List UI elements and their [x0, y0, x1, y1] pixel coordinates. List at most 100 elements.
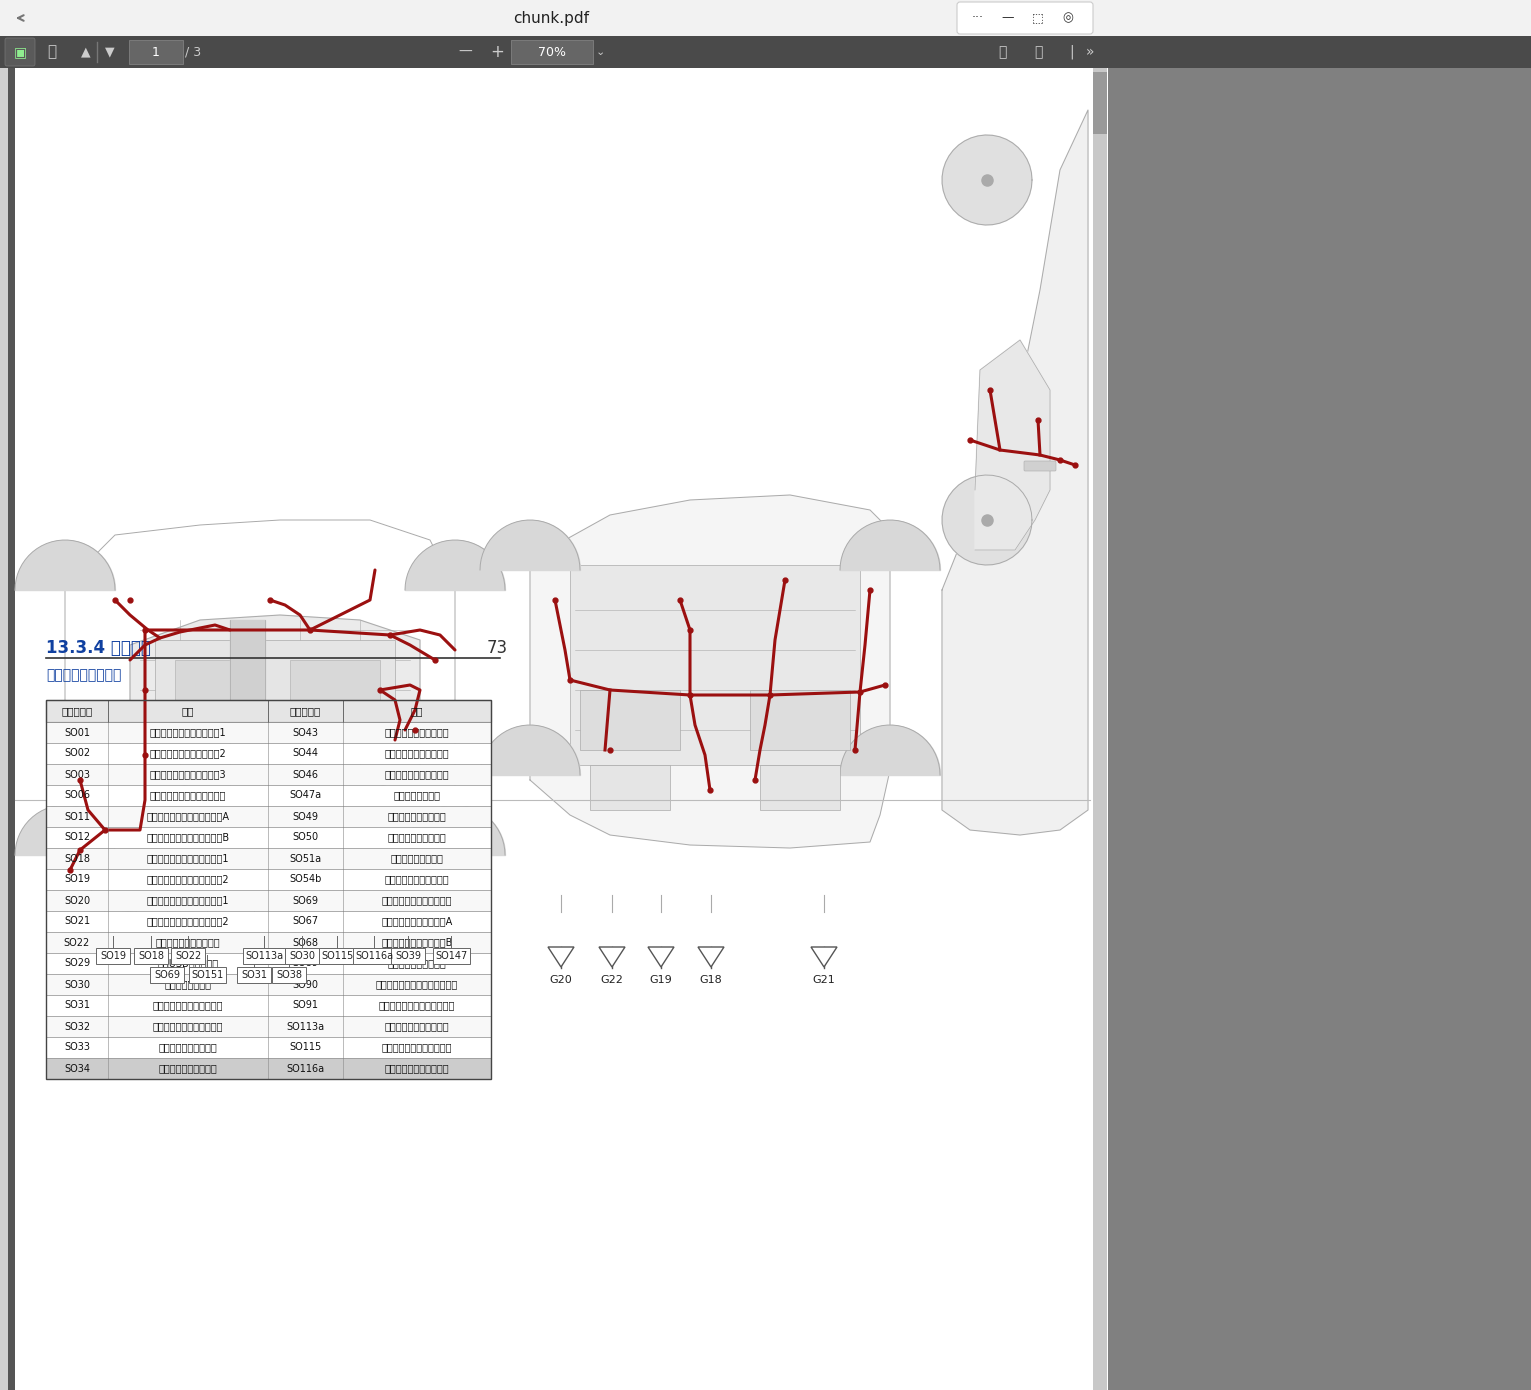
Text: G20: G20	[550, 974, 573, 986]
FancyBboxPatch shape	[46, 744, 491, 765]
Polygon shape	[530, 495, 890, 848]
FancyBboxPatch shape	[46, 806, 491, 827]
FancyBboxPatch shape	[46, 890, 491, 910]
Text: ▲: ▲	[81, 46, 90, 58]
FancyBboxPatch shape	[46, 1058, 491, 1079]
Text: SO54b: SO54b	[289, 874, 322, 884]
Text: SO113a: SO113a	[245, 951, 283, 960]
Text: SO01: SO01	[64, 727, 90, 738]
Polygon shape	[942, 475, 1032, 564]
Text: chunk.pdf: chunk.pdf	[513, 11, 589, 25]
Polygon shape	[942, 110, 1089, 835]
Text: SO50: SO50	[292, 833, 318, 842]
Text: 🔖: 🔖	[1033, 44, 1043, 58]
Text: SO31: SO31	[240, 970, 266, 980]
Text: SO38: SO38	[276, 970, 302, 980]
FancyBboxPatch shape	[46, 765, 491, 785]
Text: 右后轮速传感器线束连接器: 右后轮速传感器线束连接器	[153, 1022, 224, 1031]
Text: SO47a: SO47a	[289, 791, 322, 801]
FancyBboxPatch shape	[46, 785, 491, 806]
Text: ▣: ▣	[14, 44, 26, 58]
Text: SO69: SO69	[292, 895, 318, 905]
FancyBboxPatch shape	[155, 639, 395, 755]
Text: SO12: SO12	[64, 833, 90, 842]
Text: G18: G18	[700, 974, 723, 986]
Text: ⌕: ⌕	[47, 44, 57, 60]
Text: SO46: SO46	[292, 770, 318, 780]
FancyBboxPatch shape	[8, 68, 15, 1390]
FancyBboxPatch shape	[135, 948, 168, 965]
Text: ⛶: ⛶	[998, 44, 1006, 58]
Text: SO51a: SO51a	[289, 853, 322, 863]
Text: 70%: 70%	[537, 46, 566, 58]
Text: —: —	[458, 44, 472, 58]
FancyBboxPatch shape	[1024, 461, 1056, 471]
Text: ◎: ◎	[1063, 11, 1073, 25]
Polygon shape	[942, 135, 1032, 225]
Polygon shape	[811, 947, 837, 967]
FancyBboxPatch shape	[273, 967, 306, 983]
Text: 行李筱灯线束线束连接器: 行李筱灯线束线束连接器	[384, 1022, 449, 1031]
Text: 燃油泵线束连接器: 燃油泵线束连接器	[164, 980, 211, 990]
Text: SO18: SO18	[64, 853, 90, 863]
Text: SO32: SO32	[64, 1022, 90, 1031]
Text: 后背门线束连接器连接器: 后背门线束连接器连接器	[384, 874, 449, 884]
FancyBboxPatch shape	[171, 948, 205, 965]
FancyBboxPatch shape	[957, 1, 1093, 33]
FancyBboxPatch shape	[46, 848, 491, 869]
Text: SO44: SO44	[292, 748, 318, 759]
FancyBboxPatch shape	[289, 660, 380, 735]
Text: SO69: SO69	[155, 970, 181, 980]
Text: SO19: SO19	[64, 874, 90, 884]
Text: SO22: SO22	[64, 937, 90, 948]
Text: SO91: SO91	[292, 1001, 318, 1011]
Text: SO06: SO06	[64, 791, 90, 801]
FancyBboxPatch shape	[46, 827, 491, 848]
Text: 驻车制动开关线束连接器: 驻车制动开关线束连接器	[156, 937, 220, 948]
Text: 后除霜负极线束连接器: 后除霜负极线束连接器	[159, 1063, 217, 1073]
FancyBboxPatch shape	[46, 933, 491, 954]
Text: 底板线束接右后门线束连接器1: 底板线束接右后门线束连接器1	[147, 895, 230, 905]
Text: ▼: ▼	[106, 46, 115, 58]
Text: 底板线束接左后门线束连接器1: 底板线束接左后门线束连接器1	[147, 853, 230, 863]
Text: SO115: SO115	[322, 951, 354, 960]
Text: 背门分线束接背门线束束连接器: 背门分线束接背门线束束连接器	[377, 980, 458, 990]
Text: SO19: SO19	[100, 951, 126, 960]
Text: 左后轮速传感器线束连接器: 左后轮速传感器线束连接器	[153, 1001, 224, 1011]
Text: SO90: SO90	[292, 980, 318, 990]
Text: 名称: 名称	[410, 706, 423, 716]
Text: 底板线束接仪表线束连接器1: 底板线束接仪表线束连接器1	[150, 727, 227, 738]
Text: SO115: SO115	[289, 1042, 322, 1052]
Text: 底板线束接仪表线束连接器3: 底板线束接仪表线束连接器3	[150, 770, 227, 780]
Text: 左后辅照灯线束连接器: 左后辅照灯线束连接器	[387, 812, 447, 821]
Text: 2022/03: 2022/03	[46, 809, 95, 823]
FancyBboxPatch shape	[243, 948, 285, 965]
Text: 背门分线束对接底板线束A: 背门分线束对接底板线束A	[381, 916, 453, 927]
Text: 底板线束接背门分线束连接器A: 底板线束接背门分线束连接器A	[147, 812, 230, 821]
Text: 后排USB线束连接器: 后排USB线束连接器	[158, 959, 219, 969]
Text: »: »	[1085, 44, 1095, 58]
Text: SO03: SO03	[64, 770, 90, 780]
Text: 73: 73	[487, 639, 508, 657]
Text: 右后辅照灯线束连接器: 右后辅照灯线束连接器	[387, 833, 447, 842]
Polygon shape	[548, 947, 574, 967]
Text: +: +	[490, 43, 504, 61]
FancyBboxPatch shape	[354, 948, 395, 965]
Text: 线束连接器: 线束连接器	[61, 706, 92, 716]
Text: SO30: SO30	[64, 980, 90, 990]
Text: —: —	[1001, 11, 1014, 25]
Text: SO30: SO30	[289, 951, 315, 960]
FancyBboxPatch shape	[0, 36, 1531, 68]
Text: 后除霜上线束线束连接器: 后除霜上线束线束连接器	[384, 1063, 449, 1073]
Text: SO49: SO49	[292, 812, 318, 821]
Text: 左后倒车雷达线束连接器: 左后倒车雷达线束连接器	[384, 727, 449, 738]
Polygon shape	[648, 947, 674, 967]
FancyBboxPatch shape	[237, 967, 271, 983]
FancyBboxPatch shape	[589, 765, 671, 810]
FancyBboxPatch shape	[8, 68, 1108, 1390]
Text: 后摄像头线束连接器: 后摄像头线束连接器	[390, 853, 444, 863]
Text: G19: G19	[649, 974, 672, 986]
Text: SO89: SO89	[292, 959, 318, 969]
Text: SO11: SO11	[64, 812, 90, 821]
FancyBboxPatch shape	[750, 689, 850, 751]
